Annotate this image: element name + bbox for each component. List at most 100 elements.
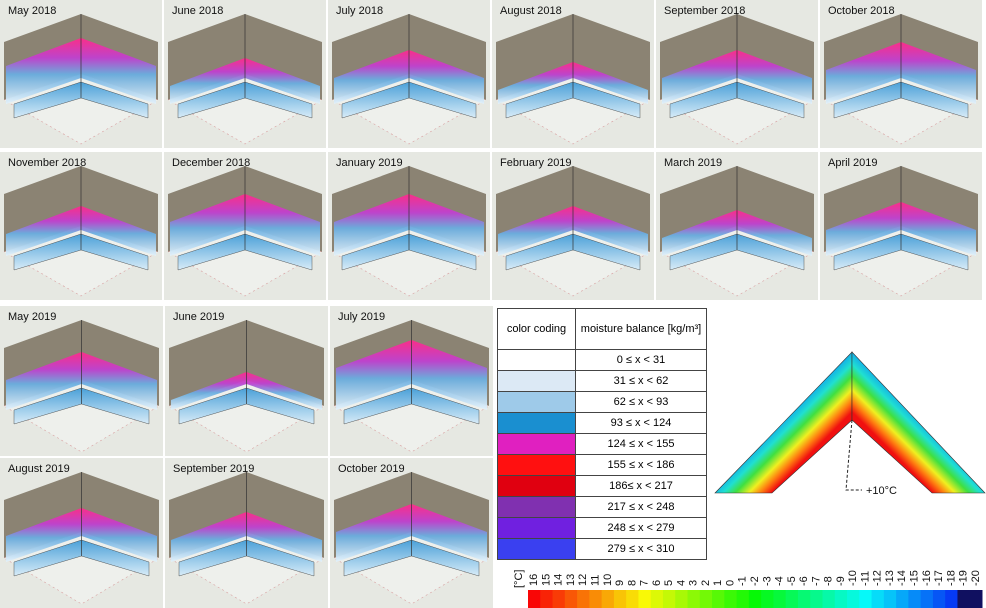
colorbar-cell (834, 590, 848, 608)
colorbar-cell (748, 590, 762, 608)
legend-row: 124 ≤ x < 155 (497, 433, 707, 455)
colorbar-cell (687, 590, 701, 608)
legend-row: 31 ≤ x < 62 (497, 370, 707, 392)
range-label: 93 ≤ x < 124 (575, 412, 707, 434)
plot-panel: September 2019 (165, 458, 328, 608)
plot-panel: June 2019 (165, 306, 328, 456)
legend-row: 248 ≤ x < 279 (497, 517, 707, 539)
colorbar-label: -14 (896, 570, 908, 586)
color-swatch (497, 496, 576, 518)
colorbar-cell (736, 590, 750, 608)
panel-title: November 2018 (8, 157, 86, 169)
range-label: 248 ≤ x < 279 (575, 517, 707, 539)
plot-panel: December 2018 (164, 152, 326, 300)
colorbar-cell (859, 590, 873, 608)
colorbar-label: -16 (921, 570, 933, 586)
plot-panel: August 2019 (0, 458, 163, 608)
floor (823, 225, 979, 297)
colorbar-cell (920, 590, 934, 608)
floor (168, 531, 325, 605)
floor (3, 531, 160, 605)
plot-panel: October 2018 (820, 0, 982, 148)
colorbar-cell (626, 590, 639, 608)
colorbar-cell (847, 590, 860, 608)
panel-title: June 2019 (173, 311, 224, 323)
range-label: 124 ≤ x < 155 (575, 433, 707, 455)
plot-panel: January 2019 (328, 152, 490, 300)
colorbar-cell (773, 590, 787, 608)
leader-line (845, 419, 862, 491)
panel-title: September 2018 (664, 5, 745, 17)
colorbar-cell (564, 590, 578, 608)
colorbar-cell (932, 590, 946, 608)
legend-row: 0 ≤ x < 31 (497, 349, 707, 371)
panel-title: August 2018 (500, 5, 562, 17)
floor (659, 73, 815, 145)
floor (167, 73, 323, 145)
range-label: 279 ≤ x < 310 (575, 538, 707, 560)
colorbar-cell (822, 590, 836, 608)
colorbar-cell (945, 590, 958, 608)
colorbar-cell (650, 590, 664, 608)
colorbar-cell (577, 590, 590, 608)
colorbar-cell (957, 590, 971, 608)
panel-title: August 2019 (8, 463, 70, 475)
colorbar-label: -5 (786, 576, 798, 586)
plot-panel: October 2019 (330, 458, 493, 608)
legend-table: color coding moisture balance [kg/m³] 0 … (497, 308, 707, 560)
floor (333, 379, 490, 453)
range-label: 186≤ x < 217 (575, 475, 707, 497)
panel-title: December 2018 (172, 157, 250, 169)
colorbar-label: -9 (835, 576, 847, 586)
colorbar-label: 15 (540, 574, 552, 586)
panel-title: September 2019 (173, 463, 254, 475)
plot-panel: April 2019 (820, 152, 982, 300)
panel-title: May 2018 (8, 5, 56, 17)
panel-title: May 2019 (8, 311, 56, 323)
colorbar-label: -12 (872, 570, 884, 586)
colorbar-cell (540, 590, 554, 608)
colorbar-cell (908, 590, 922, 608)
colorbar-cell (601, 590, 615, 608)
colorbar-label: 12 (577, 574, 589, 586)
panel-title: June 2018 (172, 5, 223, 17)
legend-row: 217 ≤ x < 248 (497, 496, 707, 518)
colorbar-cell (896, 590, 909, 608)
floor (659, 225, 815, 297)
color-swatch (497, 538, 576, 560)
colorbar-cell (883, 590, 897, 608)
annotation: +10°C (866, 485, 897, 497)
colorbar-label: 6 (651, 580, 663, 586)
colorbar-label: 0 (724, 580, 736, 586)
range-label: 155 ≤ x < 186 (575, 454, 707, 476)
colorbar-label: -15 (909, 570, 921, 586)
colorbar-label: -7 (810, 576, 822, 586)
plot-panel: September 2018 (656, 0, 818, 148)
legend-row: 186≤ x < 217 (497, 475, 707, 497)
plot-panel: November 2018 (0, 152, 162, 300)
plot-panel: May 2018 (0, 0, 162, 148)
colorbar-cell (662, 590, 676, 608)
floor (331, 73, 487, 145)
colorbar-label: 11 (589, 575, 601, 586)
color-swatch (497, 433, 576, 455)
color-swatch (497, 391, 576, 413)
floor (3, 379, 160, 453)
colorbar-label: 2 (700, 580, 712, 586)
colorbar-cell (638, 590, 652, 608)
floor (168, 379, 325, 453)
colorbar-cell (797, 590, 811, 608)
floor (823, 73, 979, 145)
colorbar-label: 1 (712, 580, 724, 586)
panel-title: April 2019 (828, 157, 878, 169)
floor (495, 225, 651, 297)
colorbar: [°C] 16 15 14 13 12 11 10 9 8 7 6 5 4 3 2 1 0 -1 -2 -3 -4 -5 -6… (513, 570, 983, 608)
colorbar-label: -17 (933, 570, 945, 586)
range-label: 217 ≤ x < 248 (575, 496, 707, 518)
colorbar-label: -2 (749, 576, 761, 586)
legend-row: 62 ≤ x < 93 (497, 391, 707, 413)
colorbar-label: -19 (958, 570, 970, 586)
